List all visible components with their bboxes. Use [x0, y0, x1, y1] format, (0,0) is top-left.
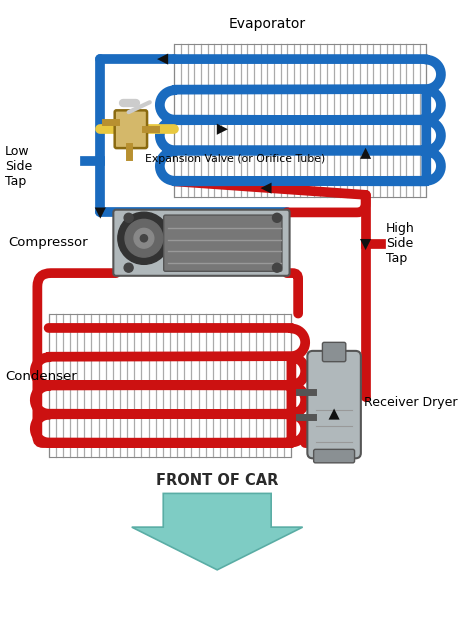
Polygon shape: [132, 494, 302, 570]
FancyBboxPatch shape: [322, 343, 346, 362]
FancyBboxPatch shape: [314, 449, 355, 463]
Text: Condenser: Condenser: [5, 370, 77, 383]
Bar: [174, 44, 426, 197]
FancyBboxPatch shape: [115, 111, 147, 148]
Circle shape: [273, 263, 282, 272]
FancyBboxPatch shape: [113, 210, 290, 276]
Circle shape: [140, 234, 147, 242]
Text: FRONT OF CAR: FRONT OF CAR: [156, 473, 278, 488]
Text: High
Side
Tap: High Side Tap: [386, 222, 415, 265]
Circle shape: [118, 212, 170, 264]
Circle shape: [134, 228, 154, 248]
Text: Receiver Dryer: Receiver Dryer: [364, 396, 457, 409]
Text: Expansion Valve (or Orifice Tube): Expansion Valve (or Orifice Tube): [145, 154, 326, 164]
Circle shape: [124, 213, 133, 222]
Circle shape: [124, 263, 133, 272]
Text: Compressor: Compressor: [8, 236, 88, 249]
FancyBboxPatch shape: [164, 215, 282, 271]
Circle shape: [125, 219, 163, 257]
Bar: [49, 313, 292, 458]
Circle shape: [273, 213, 282, 222]
FancyBboxPatch shape: [307, 351, 361, 458]
Text: Low
Side
Tap: Low Side Tap: [5, 145, 32, 188]
Text: Evaporator: Evaporator: [228, 17, 306, 31]
